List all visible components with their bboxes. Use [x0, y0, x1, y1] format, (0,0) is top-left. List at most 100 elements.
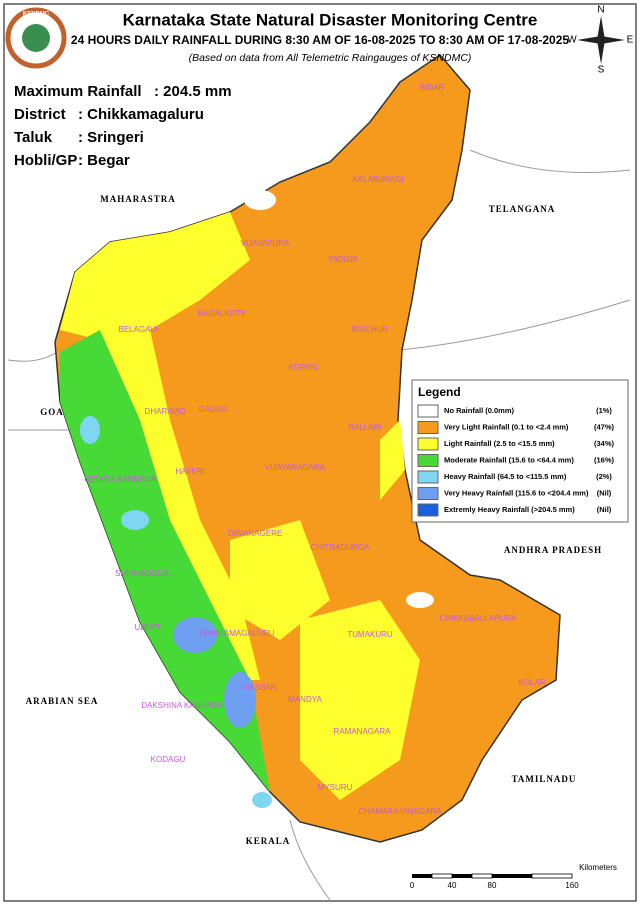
legend-share: (16%) — [594, 455, 615, 464]
district-label: SHIVAMOGGA — [115, 569, 170, 578]
district-label: VIJAYANAGARA — [265, 463, 326, 472]
legend-label: Light Rainfall (2.5 to <15.5 mm) — [444, 439, 555, 448]
district-label: CHAMARAJANAGARA — [358, 807, 442, 816]
summary-label: Maximum Rainfall — [14, 83, 142, 100]
scale-segment — [471, 873, 493, 879]
scale-label: 160 — [565, 881, 579, 890]
district-label: BIDAR — [420, 83, 445, 92]
neighbor-label: ARABIAN SEA — [26, 696, 99, 706]
district-label: KALABURAGI — [352, 175, 403, 184]
scale-label: 40 — [448, 881, 457, 890]
rain-zone — [80, 416, 100, 444]
summary-label: Hobli/GP — [14, 152, 77, 169]
neighbor-label: TELANGANA — [489, 204, 556, 214]
district-label: DHARWAD — [145, 407, 186, 416]
legend-swatch — [417, 503, 439, 517]
district-label: RAMANAGARA — [334, 727, 392, 736]
scale-unit: Kilometers — [579, 863, 617, 872]
rain-zone — [121, 510, 149, 530]
compass-needle — [577, 36, 625, 44]
district-label: DAVANAGERE — [228, 529, 282, 538]
district-label: TUMAKURU — [347, 630, 393, 639]
subtitle: 24 HOURS DAILY RAINFALL DURING 8:30 AM O… — [71, 33, 569, 47]
rain-zone — [380, 420, 405, 500]
neighbor-label: KERALA — [246, 836, 291, 846]
note: (Based on data from All Telemetric Raing… — [189, 52, 472, 64]
legend-share: (Nil) — [597, 505, 612, 514]
district-label: KOPPAL — [288, 363, 320, 372]
district-label: CHIKKABALLAPURA — [440, 614, 518, 623]
legend-label: Extremly Heavy Rainfall (>204.5 mm) — [444, 505, 575, 514]
logo-mark — [22, 24, 50, 52]
title: Karnataka State Natural Disaster Monitor… — [123, 10, 538, 29]
summary-value: : 204.5 mm — [154, 83, 232, 100]
summary-value: : Sringeri — [78, 129, 144, 146]
rain-zone — [300, 600, 420, 800]
district-label: CHITRADURGA — [311, 543, 370, 552]
boundary — [289, 819, 331, 901]
rain-zone — [252, 792, 272, 808]
rain-zone — [60, 330, 270, 792]
legend-label: No Rainfall (0.0mm) — [444, 406, 515, 415]
rain-zone — [224, 672, 256, 728]
legend-share: (34%) — [594, 439, 615, 448]
scale-segment — [431, 873, 453, 879]
neighbor-label: TAMILNADU — [512, 774, 577, 784]
rain-zone — [60, 212, 250, 340]
rain-zone — [406, 592, 434, 608]
compass-letter: S — [598, 65, 605, 76]
district-label: BAGALKOTE — [198, 309, 246, 318]
district-label: BALLARI — [349, 423, 382, 432]
compass-letter: W — [567, 35, 577, 46]
neighbor-label: ANDHRA PRADESH — [504, 545, 602, 555]
neighbor-label: GOA — [40, 407, 64, 417]
compass-letter: N — [597, 5, 604, 16]
legend-share: (47%) — [594, 422, 615, 431]
district-label: BELAGAVI — [119, 325, 158, 334]
compass — [577, 16, 625, 64]
scale-segment — [531, 873, 573, 879]
legend-label: Very Heavy Rainfall (115.6 to <204.4 mm) — [444, 488, 589, 497]
district-label: GADAG — [199, 405, 228, 414]
legend-share: (1%) — [596, 406, 612, 415]
boundary — [399, 299, 631, 351]
legend-label: Very Light Rainfall (0.1 to <2.4 mm) — [444, 422, 569, 431]
scale-segment — [412, 874, 432, 878]
logo — [5, 7, 67, 69]
district-label: VIJAYAPURA — [241, 239, 290, 248]
district-label: RAICHUR — [352, 325, 389, 334]
legend-label: Moderate Rainfall (15.6 to <64.4 mm) — [444, 455, 574, 464]
district-label: CHIKKAMAGALURU — [199, 629, 274, 638]
district-label: KODAGU — [151, 755, 186, 764]
legend-swatch — [417, 470, 439, 484]
legend-swatch — [417, 437, 439, 451]
legend-title: Legend — [418, 385, 461, 399]
summary-label: Taluk — [14, 129, 53, 146]
legend-share: (Nil) — [597, 488, 612, 497]
legend-swatch — [417, 421, 439, 434]
district-label: MYSURU — [318, 783, 353, 792]
karnataka-map — [54, 54, 561, 843]
rain-zone — [230, 520, 330, 640]
summary-value: : Begar — [78, 152, 130, 169]
boundary — [469, 149, 631, 173]
district-label: KOLAR — [518, 678, 545, 687]
legend-swatch — [417, 454, 439, 467]
compass-letter: E — [627, 35, 634, 46]
neighbor-label: MAHARASTRA — [100, 194, 176, 204]
rain-zone — [173, 617, 217, 653]
scale-label: 80 — [488, 881, 497, 890]
legend-box — [411, 379, 629, 523]
district-label: UDUPI — [135, 623, 160, 632]
district-label: UTTARA KANNADA — [84, 475, 157, 484]
district-label: DAKSHINA KANNADA — [141, 701, 223, 710]
legend-swatch — [417, 404, 439, 418]
district-label: MANDYA — [288, 695, 322, 704]
rain-zone — [100, 330, 260, 680]
district-label: HAVERI — [175, 467, 204, 476]
district-label: YADGIR — [328, 255, 358, 264]
legend-swatch — [417, 487, 439, 500]
rain-zone — [244, 190, 276, 210]
summary-value: : Chikkamagaluru — [78, 106, 204, 123]
